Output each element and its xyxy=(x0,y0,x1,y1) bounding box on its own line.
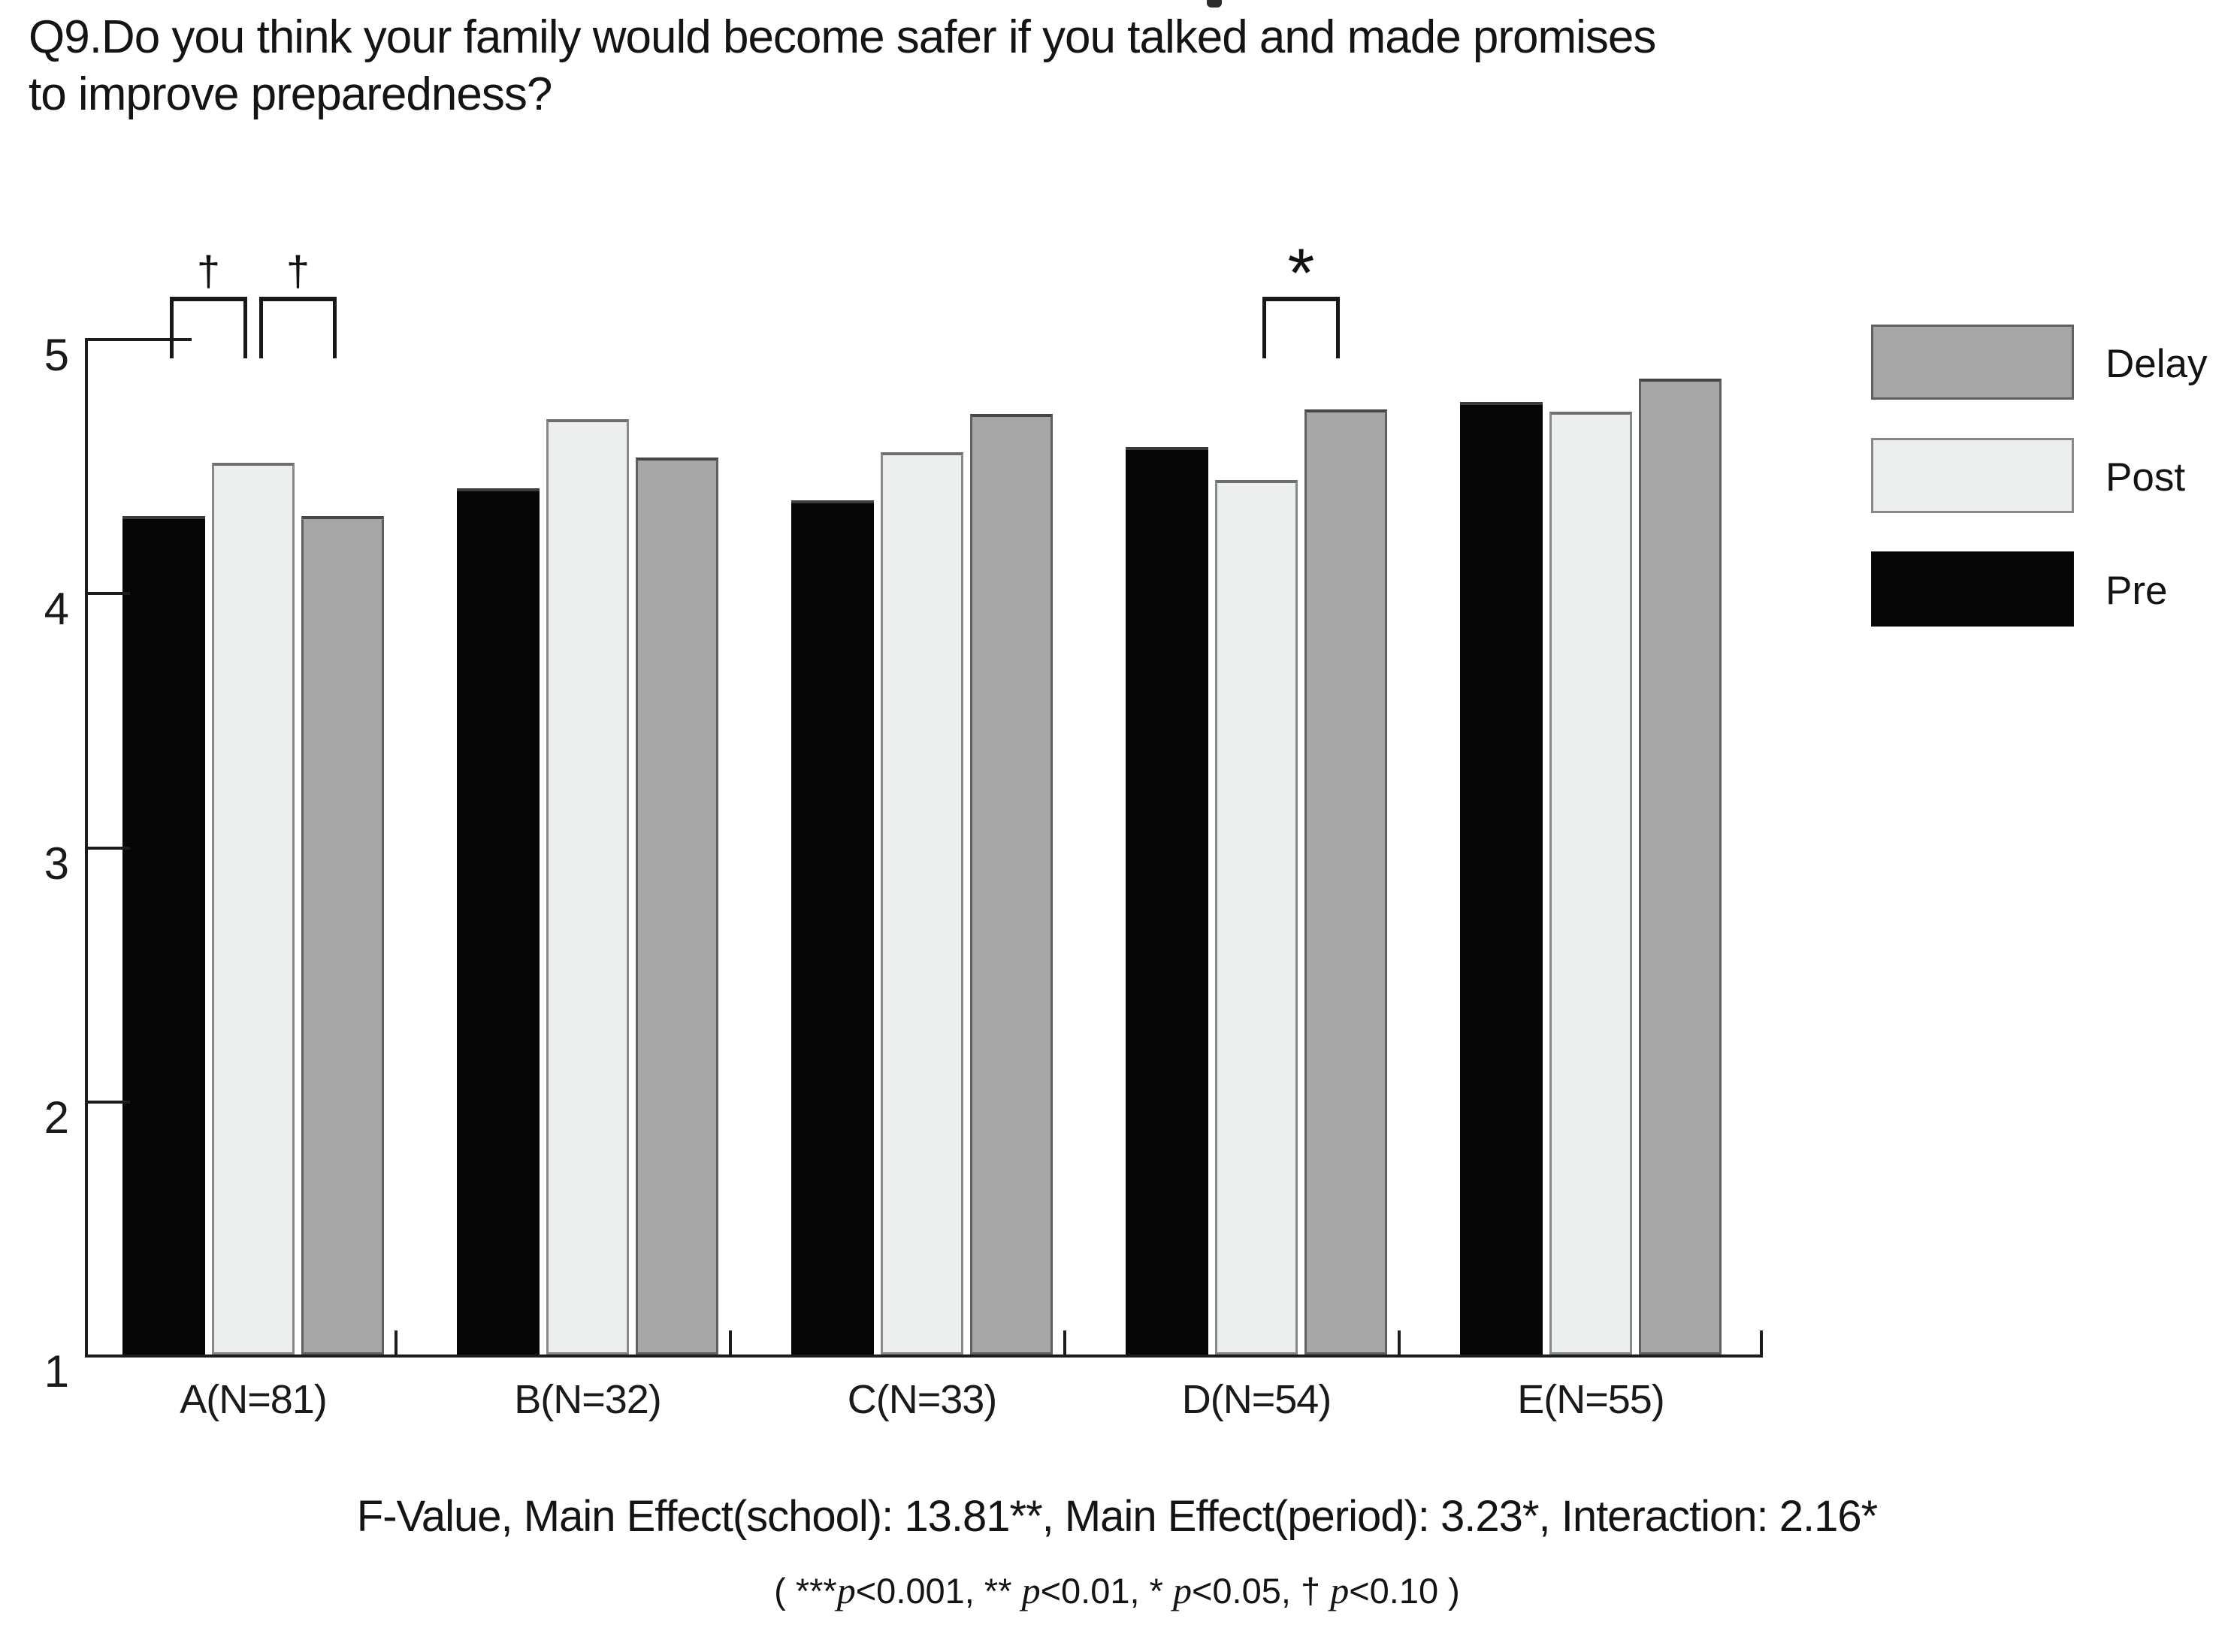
bar-c-pre xyxy=(791,500,874,1355)
significance-bracket-2 xyxy=(259,297,337,358)
y-tick-3 xyxy=(86,846,130,850)
bar-d-delay xyxy=(1304,409,1387,1355)
x-category-label-a: A(N=81) xyxy=(180,1377,328,1422)
x-category-label-d: D(N=54) xyxy=(1181,1377,1332,1422)
bar-a-post xyxy=(212,462,295,1355)
legend-label-post: Post xyxy=(2106,455,2186,500)
bar-c-post xyxy=(881,452,963,1355)
pvalue-text-segment: <0.05, † xyxy=(1191,1571,1331,1611)
bar-b-pre xyxy=(457,488,540,1355)
pvalue-text-segment: <0.10 ) xyxy=(1349,1571,1460,1611)
pvalue-p-italic: p xyxy=(1021,1569,1041,1611)
y-tick-label-1: 1 xyxy=(44,1346,69,1397)
y-tick-2 xyxy=(86,1100,130,1104)
legend-swatch-pre xyxy=(1871,551,2074,627)
y-tick-label-2: 2 xyxy=(44,1092,69,1143)
pvalue-p-italic: p xyxy=(836,1569,856,1611)
bar-a-delay xyxy=(301,515,384,1355)
y-tick-5 xyxy=(86,338,192,341)
figure-title-line1: Q9.Do you think your family would become… xyxy=(29,11,1656,63)
fvalue-caption: F-Value, Main Effect(school): 13.81**, M… xyxy=(356,1492,1878,1541)
y-tick-label-5: 5 xyxy=(44,330,69,380)
pvalue-text-segment: <0.01, * xyxy=(1040,1571,1173,1611)
bar-e-post xyxy=(1549,412,1632,1355)
x-axis-separator-tick-1 xyxy=(395,1330,398,1355)
significance-symbol-1: † xyxy=(196,247,221,294)
significance-symbol-2: † xyxy=(286,247,310,294)
legend-label-pre: Pre xyxy=(2106,569,2168,613)
y-tick-label-4: 4 xyxy=(44,584,69,635)
bar-c-delay xyxy=(970,414,1053,1355)
bar-b-delay xyxy=(636,457,718,1355)
x-category-label-c: C(N=33) xyxy=(847,1377,998,1422)
x-axis-separator-tick-4 xyxy=(1398,1330,1401,1355)
y-tick-label-3: 3 xyxy=(44,838,69,889)
bar-a-pre xyxy=(122,515,205,1355)
pvalue-p-italic: p xyxy=(1172,1569,1192,1611)
x-category-label-e: E(N=55) xyxy=(1517,1377,1665,1422)
y-tick-4 xyxy=(86,592,130,596)
significance-bracket-1 xyxy=(170,297,247,358)
pvalue-caption: ( ***p<0.001, ** p<0.01, * p<0.05, † p<0… xyxy=(0,1569,2234,1612)
bar-e-delay xyxy=(1639,379,1722,1355)
legend-label-delay: Delay xyxy=(2106,342,2208,386)
scan-artifact xyxy=(1207,0,1222,8)
x-axis-separator-tick-2 xyxy=(729,1330,732,1355)
pvalue-p-italic: p xyxy=(1330,1569,1350,1611)
pvalue-text-segment: ( *** xyxy=(774,1571,837,1611)
bar-b-post xyxy=(546,419,629,1355)
bar-d-post xyxy=(1215,480,1298,1355)
x-axis-line xyxy=(85,1355,1763,1358)
bar-d-pre xyxy=(1126,447,1208,1355)
legend-swatch-post xyxy=(1871,438,2074,513)
figure-title-line2: to improve preparedness? xyxy=(29,68,552,120)
significance-bracket-3 xyxy=(1262,297,1340,358)
x-axis-separator-tick-5 xyxy=(1760,1330,1763,1355)
bar-e-pre xyxy=(1460,401,1543,1355)
x-category-label-b: B(N=32) xyxy=(514,1377,662,1422)
x-axis-separator-tick-3 xyxy=(1063,1330,1066,1355)
significance-symbol-3: * xyxy=(1287,235,1315,312)
pvalue-text-segment: <0.001, ** xyxy=(855,1571,1022,1611)
legend-swatch-delay xyxy=(1871,325,2074,400)
